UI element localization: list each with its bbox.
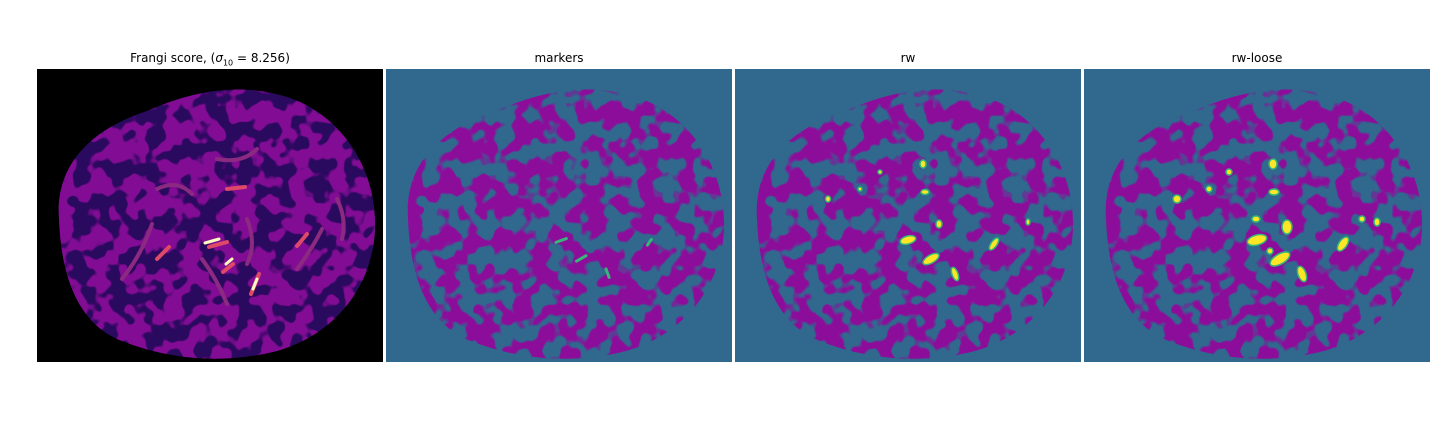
frangi-score-image — [37, 69, 383, 362]
marker-segments — [554, 237, 653, 279]
rw-loose-image — [1084, 69, 1430, 362]
panel-title: rw-loose — [1231, 51, 1283, 65]
rw-segments — [824, 159, 1031, 282]
rw-loose-segments — [1172, 158, 1381, 283]
panel-title: Frangi score, (σ10 = 8.256) — [130, 51, 290, 68]
rw-image — [735, 69, 1081, 362]
markers-image — [386, 69, 732, 362]
panel-title: rw — [900, 51, 916, 65]
panel-title: markers — [534, 51, 584, 65]
